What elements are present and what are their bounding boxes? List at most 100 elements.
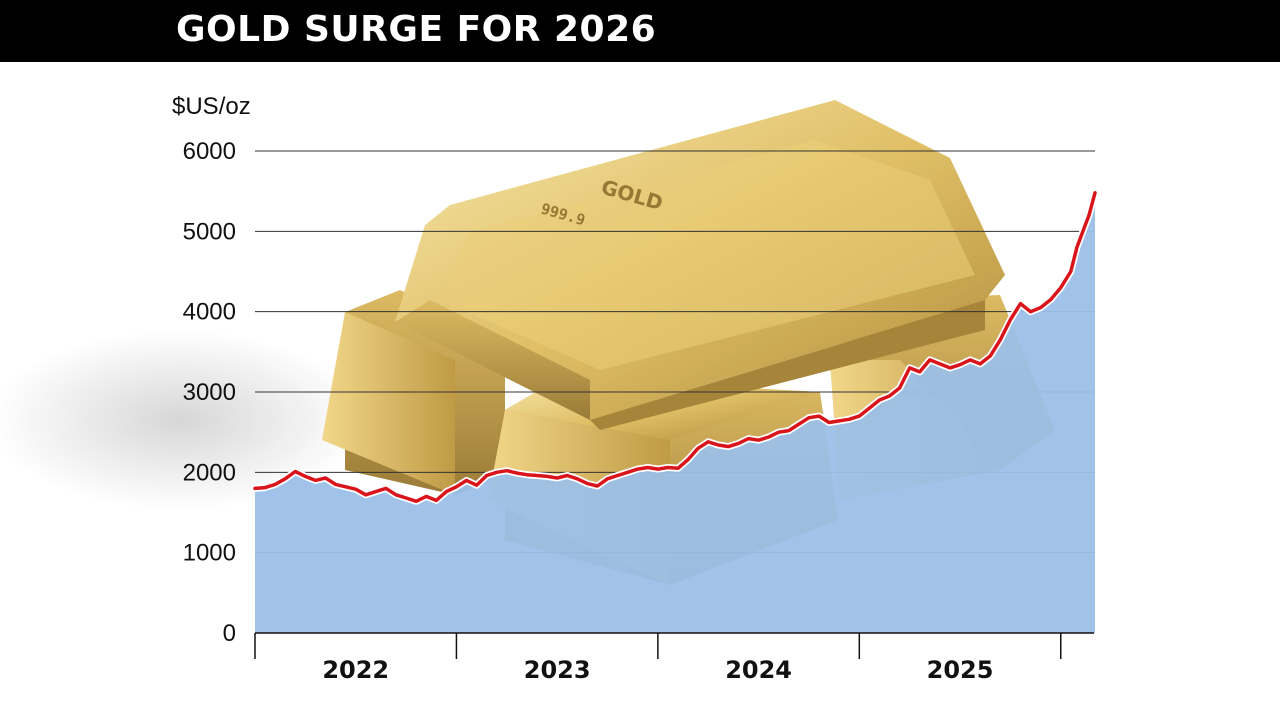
- price-point: [1088, 214, 1090, 217]
- price-point: [737, 442, 740, 445]
- x-tick-label-2025: 2025: [927, 656, 994, 684]
- price-point: [526, 473, 528, 476]
- price-point: [616, 474, 619, 477]
- price-point: [918, 371, 921, 373]
- y-tick-label-5000: 5000: [183, 218, 236, 245]
- y-tick-label-4000: 4000: [183, 299, 236, 326]
- price-point: [848, 418, 850, 421]
- price-point: [264, 486, 266, 489]
- price-point: [485, 474, 488, 477]
- price-point: [999, 339, 1002, 341]
- price-point: [888, 395, 891, 397]
- price-point: [1094, 192, 1096, 194]
- price-point: [808, 416, 810, 419]
- price-point: [1060, 286, 1062, 289]
- price-point: [284, 478, 287, 480]
- price-point: [838, 420, 840, 422]
- price-point: [828, 421, 830, 424]
- x-axis: 2022 2023 2024 2025: [254, 632, 1094, 684]
- price-point: [385, 487, 387, 490]
- price-point: [727, 445, 730, 448]
- price-point: [566, 474, 568, 477]
- price-point: [777, 431, 780, 434]
- price-point: [647, 466, 649, 469]
- chart-title: GOLD SURGE FOR 2026: [176, 9, 657, 50]
- price-point: [878, 399, 881, 401]
- y-tick-label-6000: 6000: [183, 138, 236, 165]
- price-point: [677, 467, 679, 470]
- price-point: [1076, 246, 1078, 249]
- price-point: [254, 487, 256, 490]
- price-line-layer: [251, 189, 1099, 505]
- price-point: [516, 472, 518, 474]
- price-area: [255, 192, 1095, 634]
- price-point: [908, 367, 911, 369]
- price-point: [1049, 298, 1052, 301]
- price-point: [687, 458, 689, 461]
- price-point: [767, 436, 770, 438]
- price-point: [375, 490, 377, 493]
- price-point: [495, 471, 498, 474]
- price-point: [556, 477, 558, 479]
- price-point: [334, 483, 337, 486]
- price-point: [1019, 302, 1022, 305]
- price-point: [818, 415, 820, 417]
- price-point: [506, 469, 508, 472]
- price-point: [868, 407, 871, 409]
- price-point: [959, 363, 961, 366]
- price-point: [1039, 306, 1042, 309]
- price-point: [586, 482, 589, 485]
- x-tick-label-2024: 2024: [725, 656, 792, 684]
- price-point: [717, 444, 720, 446]
- y-tick-label-1000: 1000: [183, 540, 236, 567]
- price-point: [475, 484, 478, 487]
- price-point: [636, 468, 639, 470]
- price-point: [365, 494, 367, 496]
- price-point: [979, 363, 981, 365]
- price-point: [697, 447, 699, 450]
- price-point: [344, 486, 347, 488]
- price-point: [969, 359, 971, 361]
- price-point: [354, 488, 357, 491]
- price-point: [576, 478, 579, 480]
- price-line: [253, 191, 1097, 504]
- y-tick-label-2000: 2000: [183, 459, 236, 486]
- price-point: [929, 359, 931, 361]
- price-point: [798, 423, 800, 425]
- price-point: [788, 429, 790, 432]
- price-point: [324, 477, 327, 479]
- price-point: [757, 439, 760, 442]
- price-point: [1082, 230, 1084, 233]
- price-point: [596, 485, 599, 487]
- price-point: [536, 474, 538, 477]
- price-point: [1009, 318, 1012, 321]
- price-point: [939, 363, 941, 365]
- price-point: [455, 486, 458, 488]
- price-point: [657, 468, 659, 470]
- price-point: [415, 500, 418, 503]
- price-point: [606, 478, 609, 480]
- price-point: [405, 497, 407, 499]
- price-point: [898, 387, 901, 389]
- price-point: [465, 479, 468, 482]
- price-point: [445, 490, 448, 493]
- price-point: [858, 415, 861, 417]
- area-layer: [255, 192, 1095, 634]
- x-tick-label-2022: 2022: [322, 656, 389, 684]
- price-point: [435, 499, 438, 502]
- x-tick-label-2023: 2023: [524, 656, 591, 684]
- price-point: [314, 479, 317, 482]
- price-point: [1070, 270, 1072, 273]
- price-point: [395, 494, 397, 496]
- price-point: [949, 367, 951, 369]
- price-point: [707, 441, 709, 443]
- price-point: [304, 475, 307, 478]
- price-point: [667, 466, 669, 469]
- y-tick-label-0: 0: [223, 620, 236, 647]
- y-axis: 0 1000 2000 3000 4000 5000 6000: [183, 138, 236, 647]
- price-point: [294, 470, 297, 473]
- header-bar: GOLD SURGE FOR 2026: [0, 0, 1280, 62]
- price-point: [1029, 310, 1032, 313]
